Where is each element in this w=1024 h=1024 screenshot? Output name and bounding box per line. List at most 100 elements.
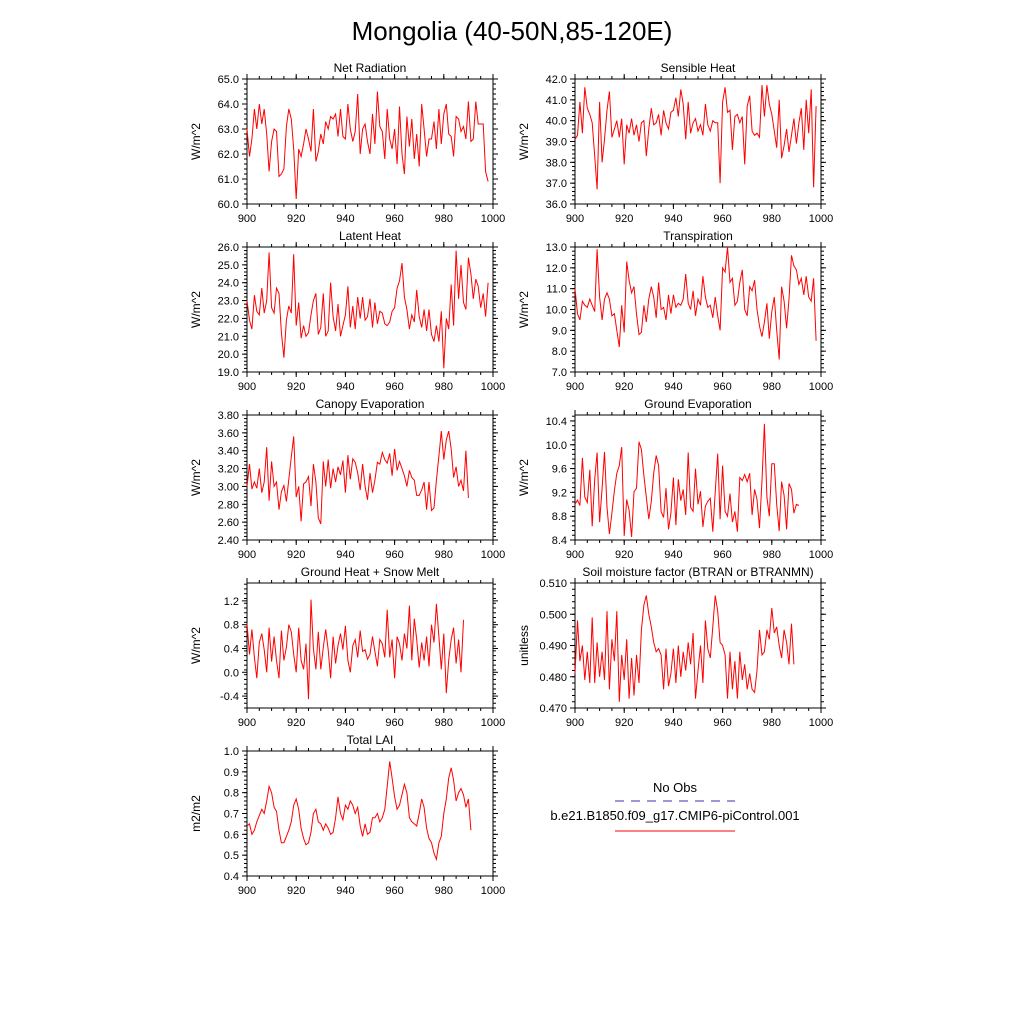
plot-frame [574, 414, 822, 541]
panel-title: Net Radiation [334, 61, 407, 75]
x-tick-label: 1000 [481, 381, 505, 393]
y-tick-label: 25.0 [218, 260, 239, 272]
y-tick-label: 7.0 [552, 367, 567, 379]
x-tick-label: 900 [238, 381, 256, 393]
y-tick-label: 62.0 [218, 149, 239, 161]
x-tick-label: 920 [287, 717, 305, 729]
x-tick-label: 960 [385, 213, 403, 225]
y-axis-label: W/m^2 [189, 459, 203, 496]
y-tick-label: 3.80 [218, 410, 239, 422]
chart-panel: Sensible Heat W/m^2 900 920 940 960 980 1000 36.… [517, 61, 833, 225]
x-tick-label: 1000 [481, 885, 505, 897]
y-tick-label: 0.5 [224, 850, 239, 862]
y-tick-label: 9.0 [552, 325, 567, 337]
x-tick-label: 960 [713, 213, 731, 225]
y-tick-label: 3.00 [218, 481, 239, 493]
x-tick-label: 900 [238, 717, 256, 729]
x-tick-label: 1000 [809, 549, 833, 561]
chart-panel: Transpiration W/m^2 900 920 940 960 980 1000 7.0… [517, 229, 833, 393]
panel-title: Soil moisture factor (BTRAN or BTRANMN) [582, 565, 813, 579]
chart-panel: Canopy Evaporation W/m^2 900 920 940 960 980 10… [189, 397, 505, 561]
y-tick-label: 64.0 [218, 99, 239, 111]
y-tick-label: 2.40 [218, 535, 239, 547]
series-line [246, 91, 489, 200]
x-tick-label: 900 [566, 717, 584, 729]
x-tick-label: 940 [336, 717, 354, 729]
y-tick-label: 0.510 [539, 578, 567, 590]
y-tick-label: 10.4 [546, 416, 567, 428]
y-tick-label: 11.0 [546, 284, 567, 296]
x-tick-label: 920 [287, 381, 305, 393]
plot-frame [246, 78, 494, 205]
y-tick-label: 2.80 [218, 499, 239, 511]
y-tick-label: 0.6 [224, 829, 239, 841]
y-tick-label: 0.8 [224, 788, 239, 800]
y-tick-label: 10.0 [546, 305, 567, 317]
y-tick-label: 42.0 [546, 74, 567, 86]
y-tick-label: 19.0 [218, 367, 239, 379]
y-axis-label: W/m^2 [517, 291, 531, 328]
x-tick-label: 900 [566, 549, 584, 561]
x-tick-label: 960 [385, 381, 403, 393]
y-tick-label: 9.2 [552, 487, 567, 499]
y-axis-label: W/m^2 [189, 627, 203, 664]
panel-title: Transpiration [663, 229, 733, 243]
x-tick-label: 940 [336, 381, 354, 393]
y-tick-label: 24.0 [218, 278, 239, 290]
y-tick-label: 61.0 [218, 174, 239, 186]
x-tick-label: 920 [615, 717, 633, 729]
figure-title: Mongolia (40-50N,85-120E) [352, 16, 673, 46]
y-tick-label: 39.0 [546, 137, 567, 149]
series-line [574, 595, 795, 702]
x-tick-label: 1000 [809, 717, 833, 729]
series-line [574, 85, 817, 190]
x-tick-label: 980 [763, 549, 781, 561]
x-tick-label: 960 [713, 381, 731, 393]
plot-frame [574, 78, 822, 205]
x-tick-label: 920 [287, 213, 305, 225]
y-tick-label: 60.0 [218, 199, 239, 211]
plot-frame [246, 582, 494, 709]
y-tick-label: 38.0 [546, 157, 567, 169]
y-tick-label: 0.0 [224, 667, 239, 679]
y-tick-label: 0.4 [224, 643, 239, 655]
y-tick-label: 0.4 [224, 871, 239, 883]
y-tick-label: 0.8 [224, 620, 239, 632]
y-tick-label: 21.0 [218, 331, 239, 343]
panel-title: Ground Heat + Snow Melt [301, 565, 440, 579]
x-tick-label: 920 [615, 213, 633, 225]
y-tick-label: 3.20 [218, 464, 239, 476]
chart-panel: Total LAI m2/m2 900 920 940 960 980 1000 0.4 0.5 0… [189, 733, 505, 897]
panel-title: Total LAI [347, 733, 394, 747]
y-tick-label: 26.0 [218, 242, 239, 254]
y-tick-label: 1.0 [224, 746, 239, 758]
x-tick-label: 940 [664, 213, 682, 225]
x-tick-label: 920 [287, 549, 305, 561]
series-line [246, 599, 464, 700]
x-tick-label: 960 [713, 549, 731, 561]
y-tick-label: 20.0 [218, 349, 239, 361]
x-tick-label: 1000 [481, 213, 505, 225]
y-tick-label: 65.0 [218, 74, 239, 86]
x-tick-label: 900 [566, 213, 584, 225]
x-tick-label: 1000 [481, 717, 505, 729]
y-tick-label: 8.8 [552, 511, 567, 523]
x-tick-label: 960 [385, 549, 403, 561]
chart-panel: Ground Heat + Snow Melt W/m^2 900 920 940 960… [189, 565, 505, 729]
legend: No Obs b.e21.B1850.f09_g17.CMIP6-piContr… [550, 780, 800, 832]
y-axis-label: W/m^2 [189, 123, 203, 160]
y-tick-label: 8.4 [552, 535, 567, 547]
panel-title: Ground Evaporation [644, 397, 751, 411]
panel-title: Canopy Evaporation [316, 397, 425, 411]
y-axis-label: W/m^2 [517, 459, 531, 496]
series-line [574, 246, 817, 360]
legend-obs-label: No Obs [653, 780, 698, 795]
y-tick-label: 9.6 [552, 464, 567, 476]
x-tick-label: 960 [713, 717, 731, 729]
x-tick-label: 980 [763, 213, 781, 225]
x-tick-label: 940 [336, 885, 354, 897]
series-line [246, 430, 469, 525]
panels: Net Radiation W/m^2 900 920 940 960 980 1000 60.… [189, 61, 833, 897]
x-tick-label: 900 [238, 213, 256, 225]
x-tick-label: 940 [336, 549, 354, 561]
